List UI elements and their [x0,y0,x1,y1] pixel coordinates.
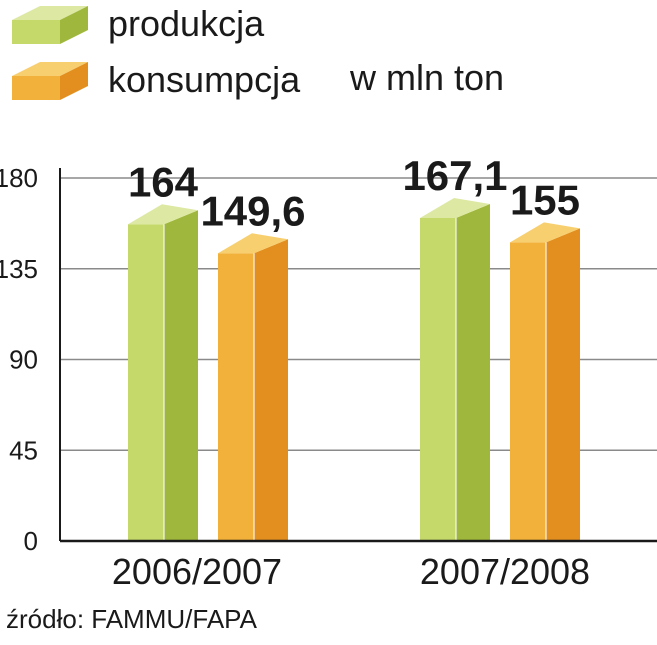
legend: produkcja konsumpcja [12,3,301,100]
bar-top [420,198,490,219]
bar-side [456,204,490,541]
bar-front [218,253,254,541]
data-label: 164 [128,158,199,205]
legend-label: produkcja [108,3,265,44]
bar-top [128,204,198,225]
bar-front [510,242,546,541]
source-note: źródło: FAMMU/FAPA [6,604,258,634]
bar-side [164,210,198,541]
legend-swatch-top [12,62,88,76]
x-tick-label: 2006/2007 [112,551,282,592]
x-tick-label: 2007/2008 [420,551,590,592]
bar-front [128,224,164,541]
legend-swatch-side [60,62,88,100]
y-tick-label: 135 [0,254,38,284]
legend-swatch-side [60,6,88,44]
y-tick-label: 90 [9,345,38,375]
bar-produkcja-2007-2008: 167,1 [402,152,508,541]
bar-side [546,228,580,541]
bar-front [420,218,456,541]
data-label: 149,6 [200,187,305,234]
x-axis: 2006/2007 2007/2008 [60,539,657,592]
bar-konsumpcja-2006-2007: 149,6 [200,187,306,541]
y-tick-label: 0 [24,526,38,556]
y-axis: 0 45 90 135 180 [0,163,61,556]
y-tick-label: 180 [0,163,38,193]
bar-top [510,222,580,243]
bar-top [218,233,288,254]
bar-side [254,239,288,541]
legend-item-konsumpcja: konsumpcja [12,59,301,100]
y-tick-label: 45 [9,435,38,465]
legend-label: konsumpcja [108,59,301,100]
unit-note: w mln ton [349,57,504,98]
data-label: 167,1 [402,152,507,199]
data-label: 155 [510,176,580,223]
legend-item-produkcja: produkcja [12,3,265,44]
bar-produkcja-2006-2007: 164 [128,158,199,541]
legend-swatch-top [12,6,88,20]
bar-konsumpcja-2007-2008: 155 [510,176,580,541]
legend-swatch-front [12,76,60,100]
legend-swatch-front [12,20,60,44]
